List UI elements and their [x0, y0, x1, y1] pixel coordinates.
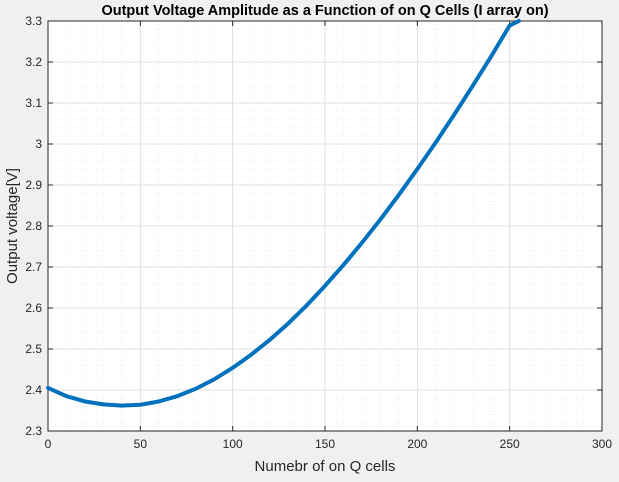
x-tick-label: 200 [407, 437, 427, 451]
x-tick-label: 150 [315, 437, 335, 451]
series-line [46, 19, 521, 408]
y-tick-label: 3.1 [25, 96, 42, 110]
y-tick-labels: 2.3 2.4 2.5 2.6 2.7 2.8 2.9 3 3.1 3.2 3.3 [25, 14, 42, 438]
y-tick-label: 2.4 [25, 383, 42, 397]
x-tick-labels: 0 50 100 150 200 250 300 [45, 437, 613, 451]
x-tick-label: 50 [134, 437, 148, 451]
chart-title: Output Voltage Amplitude as a Function o… [101, 3, 548, 19]
x-axis-label: Numebr of on Q cells [255, 458, 396, 475]
y-tick-label: 2.8 [25, 219, 42, 233]
y-tick-label: 2.3 [25, 424, 42, 438]
y-tick-label: 2.6 [25, 301, 42, 315]
x-tick-label: 250 [500, 437, 520, 451]
y-tick-label: 3.3 [25, 14, 42, 28]
x-tick-label: 0 [45, 437, 52, 451]
y-axis-label: Output voltage[V] [4, 168, 21, 284]
x-tick-label: 300 [592, 437, 612, 451]
y-tick-label: 2.5 [25, 342, 42, 356]
x-tick-label: 100 [223, 437, 243, 451]
y-tick-label: 3 [35, 137, 42, 151]
y-tick-label: 2.9 [25, 178, 42, 192]
series-layer [46, 19, 521, 408]
y-tick-label: 3.2 [25, 55, 42, 69]
y-tick-label: 2.7 [25, 260, 42, 274]
